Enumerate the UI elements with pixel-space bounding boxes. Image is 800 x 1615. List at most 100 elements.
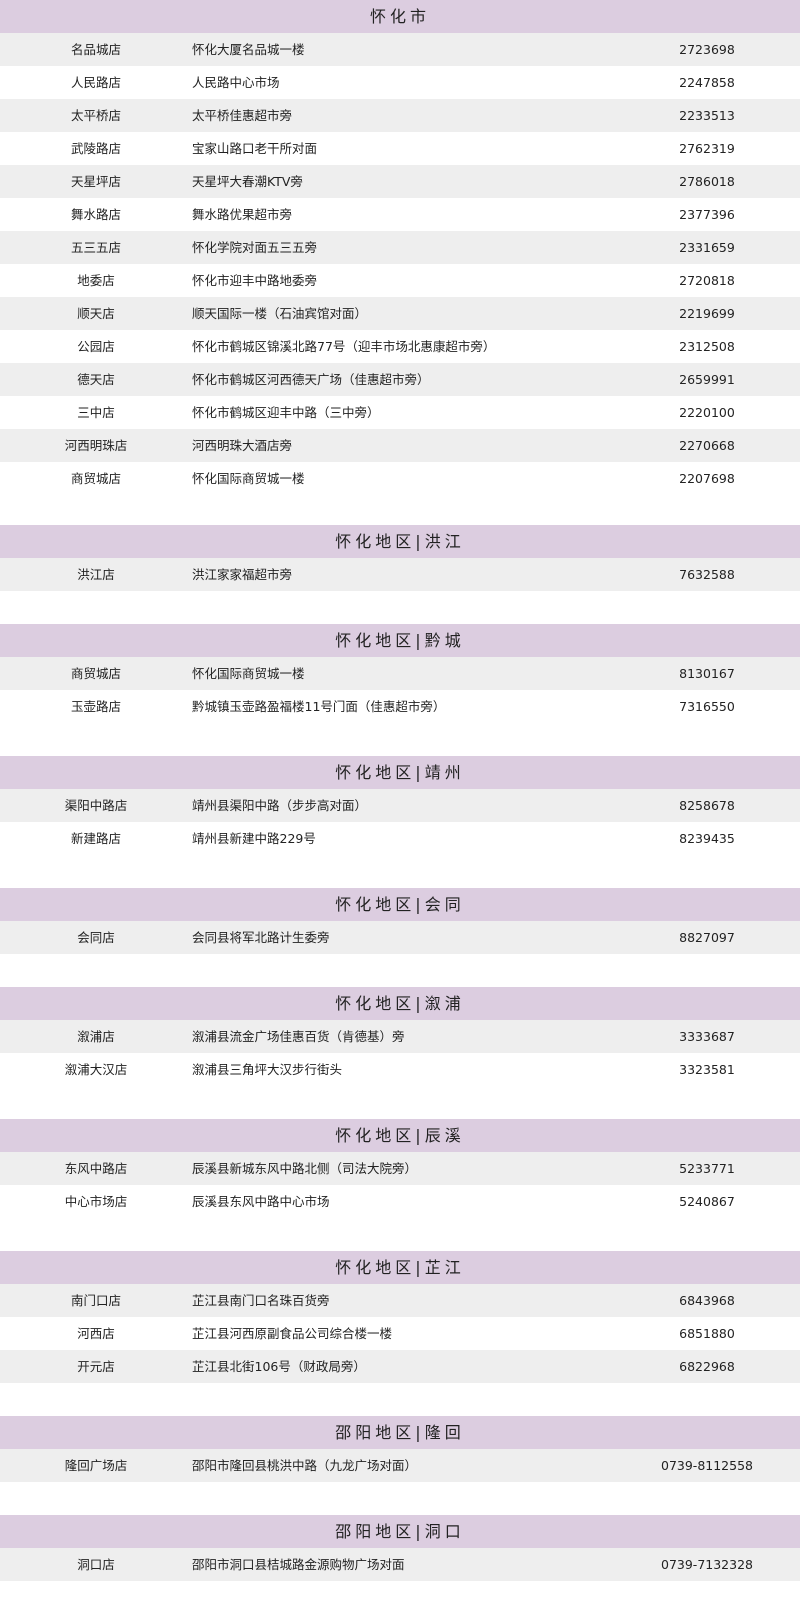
store-name: 人民路店 — [70, 75, 121, 90]
store-directory: 怀化市 名品城店 怀化大厦名品城一楼 2723698 人民路店 人民路中心市场 224785… — [0, 0, 800, 1581]
region-header: 怀化地区|黔城 — [0, 624, 800, 657]
store-address: 怀化市鹤城区河西德天广场（佳惠超市旁） — [192, 372, 430, 387]
store-name: 洪江店 — [77, 567, 115, 582]
store-phone: 2207698 — [679, 471, 735, 486]
region-section: 怀化市 名品城店 怀化大厦名品城一楼 2723698 人民路店 人民路中心市场 224785… — [0, 0, 800, 495]
store-address: 顺天国际一楼（石油宾馆对面） — [192, 306, 368, 321]
store-name: 商贸城店 — [70, 471, 121, 486]
store-address: 靖州县新建中路229号 — [192, 831, 316, 846]
store-phone: 2233513 — [679, 108, 735, 123]
store-address: 邵阳市洞口县桔城路金源购物广场对面 — [192, 1557, 405, 1572]
store-list: 南门口店 芷江县南门口名珠百货旁 6843968 河西店 芷江县河西原副食品公司综合楼一… — [0, 1284, 800, 1383]
region-header: 邵阳地区|洞口 — [0, 1515, 800, 1548]
store-name: 天星坪店 — [70, 174, 121, 189]
store-name: 新建路店 — [70, 831, 121, 846]
store-phone: 2723698 — [679, 42, 735, 57]
store-address: 人民路中心市场 — [192, 75, 280, 90]
store-name: 顺天店 — [77, 306, 115, 321]
store-row: 顺天店 顺天国际一楼（石油宾馆对面） 2219699 — [0, 297, 800, 330]
store-row: 东风中路店 辰溪县新城东风中路北侧（司法大院旁） 5233771 — [0, 1152, 800, 1185]
region-header: 怀化地区|溆浦 — [0, 987, 800, 1020]
store-row: 德天店 怀化市鹤城区河西德天广场（佳惠超市旁） 2659991 — [0, 363, 800, 396]
region-section: 怀化地区|洪江 洪江店 洪江家家福超市旁 7632588 — [0, 525, 800, 591]
region-section: 邵阳地区|隆回 隆回广场店 邵阳市隆回县桃洪中路（九龙广场对面） 0739-81125… — [0, 1416, 800, 1482]
store-list: 隆回广场店 邵阳市隆回县桃洪中路（九龙广场对面） 0739-8112558 — [0, 1449, 800, 1482]
store-row: 溆浦店 溆浦县流金广场佳惠百货（肯德基）旁 3333687 — [0, 1020, 800, 1053]
store-phone: 2659991 — [679, 372, 735, 387]
region-section: 怀化地区|溆浦 溆浦店 溆浦县流金广场佳惠百货（肯德基）旁 3333687 溆浦大汉店溆… — [0, 987, 800, 1086]
region-section: 怀化地区|辰溪 东风中路店 辰溪县新城东风中路北侧（司法大院旁） 5233771 中心市… — [0, 1119, 800, 1218]
store-phone: 8130167 — [679, 666, 735, 681]
store-name: 玉壶路店 — [70, 699, 121, 714]
region-header: 怀化市 — [0, 0, 800, 33]
store-address: 会同县将军北路计生委旁 — [192, 930, 330, 945]
store-row: 开元店 芷江县北街106号（财政局旁） 6822968 — [0, 1350, 800, 1383]
store-list: 洪江店 洪江家家福超市旁 7632588 — [0, 558, 800, 591]
store-phone: 2220100 — [679, 405, 735, 420]
store-address: 辰溪县东风中路中心市场 — [192, 1194, 330, 1209]
region-header: 怀化地区|靖州 — [0, 756, 800, 789]
store-list: 商贸城店 怀化国际商贸城一楼 8130167 玉壶路店 黔城镇玉壶路盈福楼11号门面（佳… — [0, 657, 800, 723]
store-name: 舞水路店 — [70, 207, 121, 222]
store-phone: 5233771 — [679, 1161, 735, 1176]
store-row: 天星坪店 天星坪大春潮KTV旁 2786018 — [0, 165, 800, 198]
store-address: 怀化市迎丰中路地委旁 — [192, 273, 318, 288]
store-address: 宝家山路口老干所对面 — [192, 141, 318, 156]
store-address: 怀化国际商贸城一楼 — [192, 666, 305, 681]
store-phone: 8239435 — [679, 831, 735, 846]
store-row: 人民路店 人民路中心市场 2247858 — [0, 66, 800, 99]
store-phone: 2219699 — [679, 306, 735, 321]
store-address: 靖州县渠阳中路（步步高对面） — [192, 798, 368, 813]
store-address: 辰溪县新城东风中路北侧（司法大院旁） — [192, 1161, 418, 1176]
region-section: 怀化地区|会同 会同店 会同县将军北路计生委旁 8827097 — [0, 888, 800, 954]
store-name: 洞口店 — [77, 1557, 115, 1572]
store-address: 怀化大厦名品城一楼 — [192, 42, 305, 57]
store-row: 河西明珠店 河西明珠大酒店旁 2270668 — [0, 429, 800, 462]
store-phone: 6851880 — [679, 1326, 735, 1341]
store-phone: 5240867 — [679, 1194, 735, 1209]
store-phone: 0739-7132328 — [661, 1557, 753, 1572]
store-name: 公园店 — [77, 339, 115, 354]
store-address: 邵阳市隆回县桃洪中路（九龙广场对面） — [192, 1458, 418, 1473]
store-row: 会同店 会同县将军北路计生委旁 8827097 — [0, 921, 800, 954]
store-row: 五三五店 怀化学院对面五三五旁 2331659 — [0, 231, 800, 264]
store-phone: 7632588 — [679, 567, 735, 582]
store-name: 德天店 — [77, 372, 115, 387]
store-phone: 2786018 — [679, 174, 735, 189]
store-address: 舞水路优果超市旁 — [192, 207, 293, 222]
store-phone: 2331659 — [679, 240, 735, 255]
store-phone: 6822968 — [679, 1359, 735, 1374]
store-name: 河西明珠店 — [64, 438, 128, 453]
store-row: 洞口店 邵阳市洞口县桔城路金源购物广场对面 0739-7132328 — [0, 1548, 800, 1581]
store-row: 南门口店 芷江县南门口名珠百货旁 6843968 — [0, 1284, 800, 1317]
store-row: 中心市场店 辰溪县东风中路中心市场 5240867 — [0, 1185, 800, 1218]
store-row: 隆回广场店 邵阳市隆回县桃洪中路（九龙广场对面） 0739-8112558 — [0, 1449, 800, 1482]
store-row: 洪江店 洪江家家福超市旁 7632588 — [0, 558, 800, 591]
store-address: 河西明珠大酒店旁 — [192, 438, 293, 453]
store-address: 芷江县河西原副食品公司综合楼一楼 — [192, 1326, 393, 1341]
store-row: 地委店 怀化市迎丰中路地委旁 2720818 — [0, 264, 800, 297]
store-name: 溆浦店 — [77, 1029, 115, 1044]
store-row: 名品城店 怀化大厦名品城一楼 2723698 — [0, 33, 800, 66]
store-address: 洪江家家福超市旁 — [192, 567, 293, 582]
store-row: 商贸城店 怀化国际商贸城一楼 2207698 — [0, 462, 800, 495]
store-list: 渠阳中路店 靖州县渠阳中路（步步高对面） 8258678 新建路店 靖州县新建中路229… — [0, 789, 800, 855]
store-phone: 0739-8112558 — [661, 1458, 753, 1473]
store-row: 玉壶路店 黔城镇玉壶路盈福楼11号门面（佳惠超市旁） 7316550 — [0, 690, 800, 723]
store-phone: 8258678 — [679, 798, 735, 813]
store-address: 太平桥佳惠超市旁 — [192, 108, 293, 123]
store-name: 五三五店 — [70, 240, 121, 255]
store-address: 怀化国际商贸城一楼 — [192, 471, 305, 486]
store-name: 太平桥店 — [70, 108, 121, 123]
store-name: 河西店 — [77, 1326, 115, 1341]
store-phone: 2247858 — [679, 75, 735, 90]
store-name: 商贸城店 — [70, 666, 121, 681]
store-name: 三中店 — [77, 405, 115, 420]
store-address: 怀化市鹤城区锦溪北路77号（迎丰市场北惠康超市旁） — [192, 339, 496, 354]
store-name: 东风中路店 — [64, 1161, 128, 1176]
region-section: 怀化地区|黔城商贸城店 怀化国际商贸城一楼 8130167 玉壶路店 黔城镇玉壶路盈福楼… — [0, 624, 800, 723]
store-row: 三中店 怀化市鹤城区迎丰中路（三中旁） 2220100 — [0, 396, 800, 429]
store-list: 溆浦店 溆浦县流金广场佳惠百货（肯德基）旁 3333687 溆浦大汉店 溆浦县三角坪大汉… — [0, 1020, 800, 1086]
store-row: 河西店 芷江县河西原副食品公司综合楼一楼 6851880 — [0, 1317, 800, 1350]
store-phone: 7316550 — [679, 699, 735, 714]
